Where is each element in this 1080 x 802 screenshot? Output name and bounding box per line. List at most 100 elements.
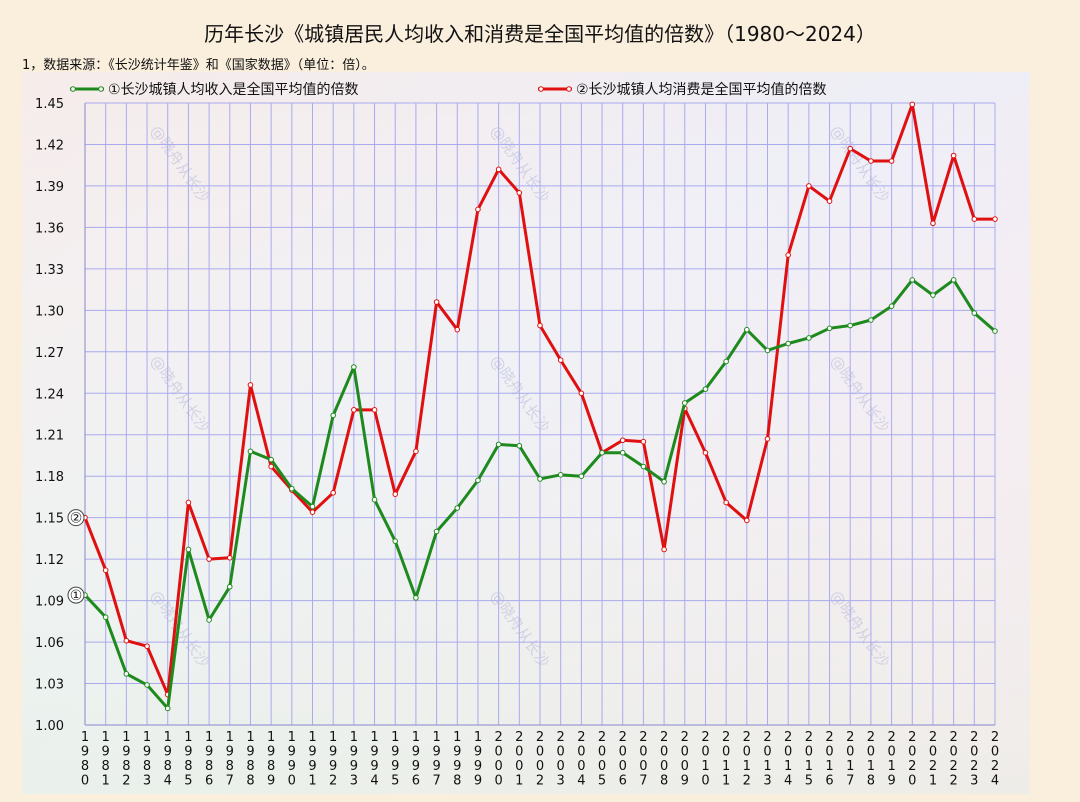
series-1 — [82, 277, 998, 712]
data-point — [909, 101, 916, 108]
data-point — [475, 477, 481, 484]
data-point — [723, 358, 729, 365]
data-point — [537, 322, 543, 329]
data-point — [599, 449, 605, 456]
data-point — [764, 436, 771, 442]
data-point — [371, 407, 378, 413]
series-start-label: ① — [70, 588, 83, 604]
data-point — [930, 292, 936, 298]
series-start-marker — [67, 586, 85, 604]
data-point — [433, 299, 440, 305]
data-point — [102, 614, 109, 620]
data-point — [123, 637, 130, 644]
legend-marker — [70, 86, 76, 92]
y-tick-label: 1.18 — [35, 470, 64, 485]
data-point — [413, 595, 419, 601]
data-point — [164, 705, 171, 712]
y-tick-label: 1.27 — [35, 346, 64, 361]
data-point — [971, 310, 978, 316]
y-tick-label: 1.45 — [35, 97, 64, 112]
data-point — [144, 643, 150, 650]
data-point — [868, 317, 874, 323]
data-point — [992, 216, 998, 222]
y-tick-label: 1.00 — [35, 719, 64, 734]
data-point — [868, 158, 874, 164]
data-point — [102, 567, 109, 573]
data-point — [206, 556, 212, 562]
data-point — [661, 546, 667, 553]
data-point — [826, 198, 833, 204]
series-layer: ①② — [67, 101, 998, 712]
data-point — [268, 463, 274, 470]
data-point — [247, 382, 254, 388]
data-point — [681, 400, 688, 406]
data-point — [888, 158, 895, 164]
data-point — [247, 448, 254, 455]
data-point — [226, 583, 233, 590]
data-point — [144, 682, 150, 688]
source-note: 1，数据来源：《长沙统计年鉴》和《国家数据》（单位：倍）。 — [22, 58, 375, 73]
data-point — [971, 216, 978, 222]
data-point — [185, 499, 192, 506]
y-tick-label: 1.39 — [35, 180, 64, 195]
data-point — [992, 328, 998, 334]
data-point — [454, 505, 461, 511]
data-point — [847, 322, 854, 329]
y-tick-label: 1.36 — [35, 221, 64, 236]
legend-marker — [538, 86, 544, 92]
data-point — [226, 554, 233, 561]
data-point — [516, 442, 523, 449]
data-point — [826, 325, 833, 332]
series-start-marker — [67, 509, 85, 527]
y-tick-label: 1.03 — [35, 678, 64, 693]
data-point — [578, 390, 585, 397]
data-point — [392, 538, 399, 544]
data-point — [640, 438, 647, 445]
plot-background-tint — [22, 72, 1030, 794]
data-point — [619, 437, 626, 444]
data-point — [557, 357, 564, 363]
data-point — [454, 326, 461, 333]
y-tick-label: 1.15 — [35, 512, 64, 527]
data-point — [661, 478, 667, 485]
data-point — [619, 449, 626, 456]
axes: 1.00 1.03 1.06 1.09 1.12 1.15 1.18 1.21 1.24 1.27… — [35, 97, 999, 789]
legend-label: ①长沙城镇人均收入是全国平均值的倍数 — [108, 81, 359, 98]
y-tick-label: 1.33 — [35, 263, 64, 278]
data-point — [847, 145, 854, 152]
data-point — [909, 277, 916, 283]
data-point — [475, 206, 481, 213]
chart-title: 历年长沙《城镇居民人均收入和消费是全国平均值的倍数》（1980～2024） — [204, 22, 876, 46]
data-point — [495, 166, 502, 173]
data-point — [309, 503, 316, 510]
